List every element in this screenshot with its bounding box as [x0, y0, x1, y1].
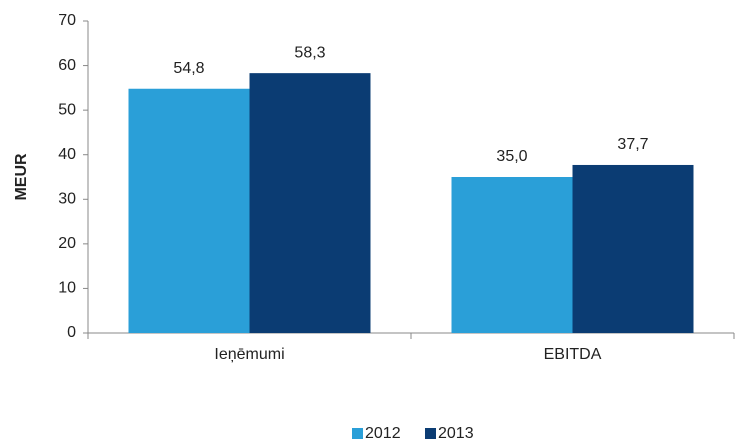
legend-swatch [352, 428, 363, 439]
bar [451, 177, 573, 333]
x-tick-label: EBITDA [544, 346, 602, 363]
legend-label: 2013 [438, 425, 474, 441]
y-tick-label: 50 [58, 101, 76, 118]
y-tick-label: 40 [58, 146, 76, 163]
data-label: 35,0 [496, 148, 527, 165]
y-tick-label: 60 [58, 57, 76, 74]
y-tick-label: 70 [58, 12, 76, 29]
y-tick-label: 0 [67, 324, 76, 341]
y-tick-label: 10 [58, 280, 76, 297]
legend-label: 2012 [365, 425, 401, 441]
legend-swatch [425, 428, 436, 439]
y-tick-label: 20 [58, 235, 76, 252]
bar [572, 164, 694, 333]
x-tick-label: Ieņēmumi [214, 346, 284, 363]
data-label: 58,3 [294, 44, 325, 61]
data-label: 54,8 [173, 60, 204, 77]
y-tick-label: 30 [58, 191, 76, 208]
y-axis-label: MEUR [13, 153, 30, 201]
bar [249, 73, 371, 334]
data-label: 37,7 [617, 136, 648, 153]
bar [128, 88, 250, 334]
